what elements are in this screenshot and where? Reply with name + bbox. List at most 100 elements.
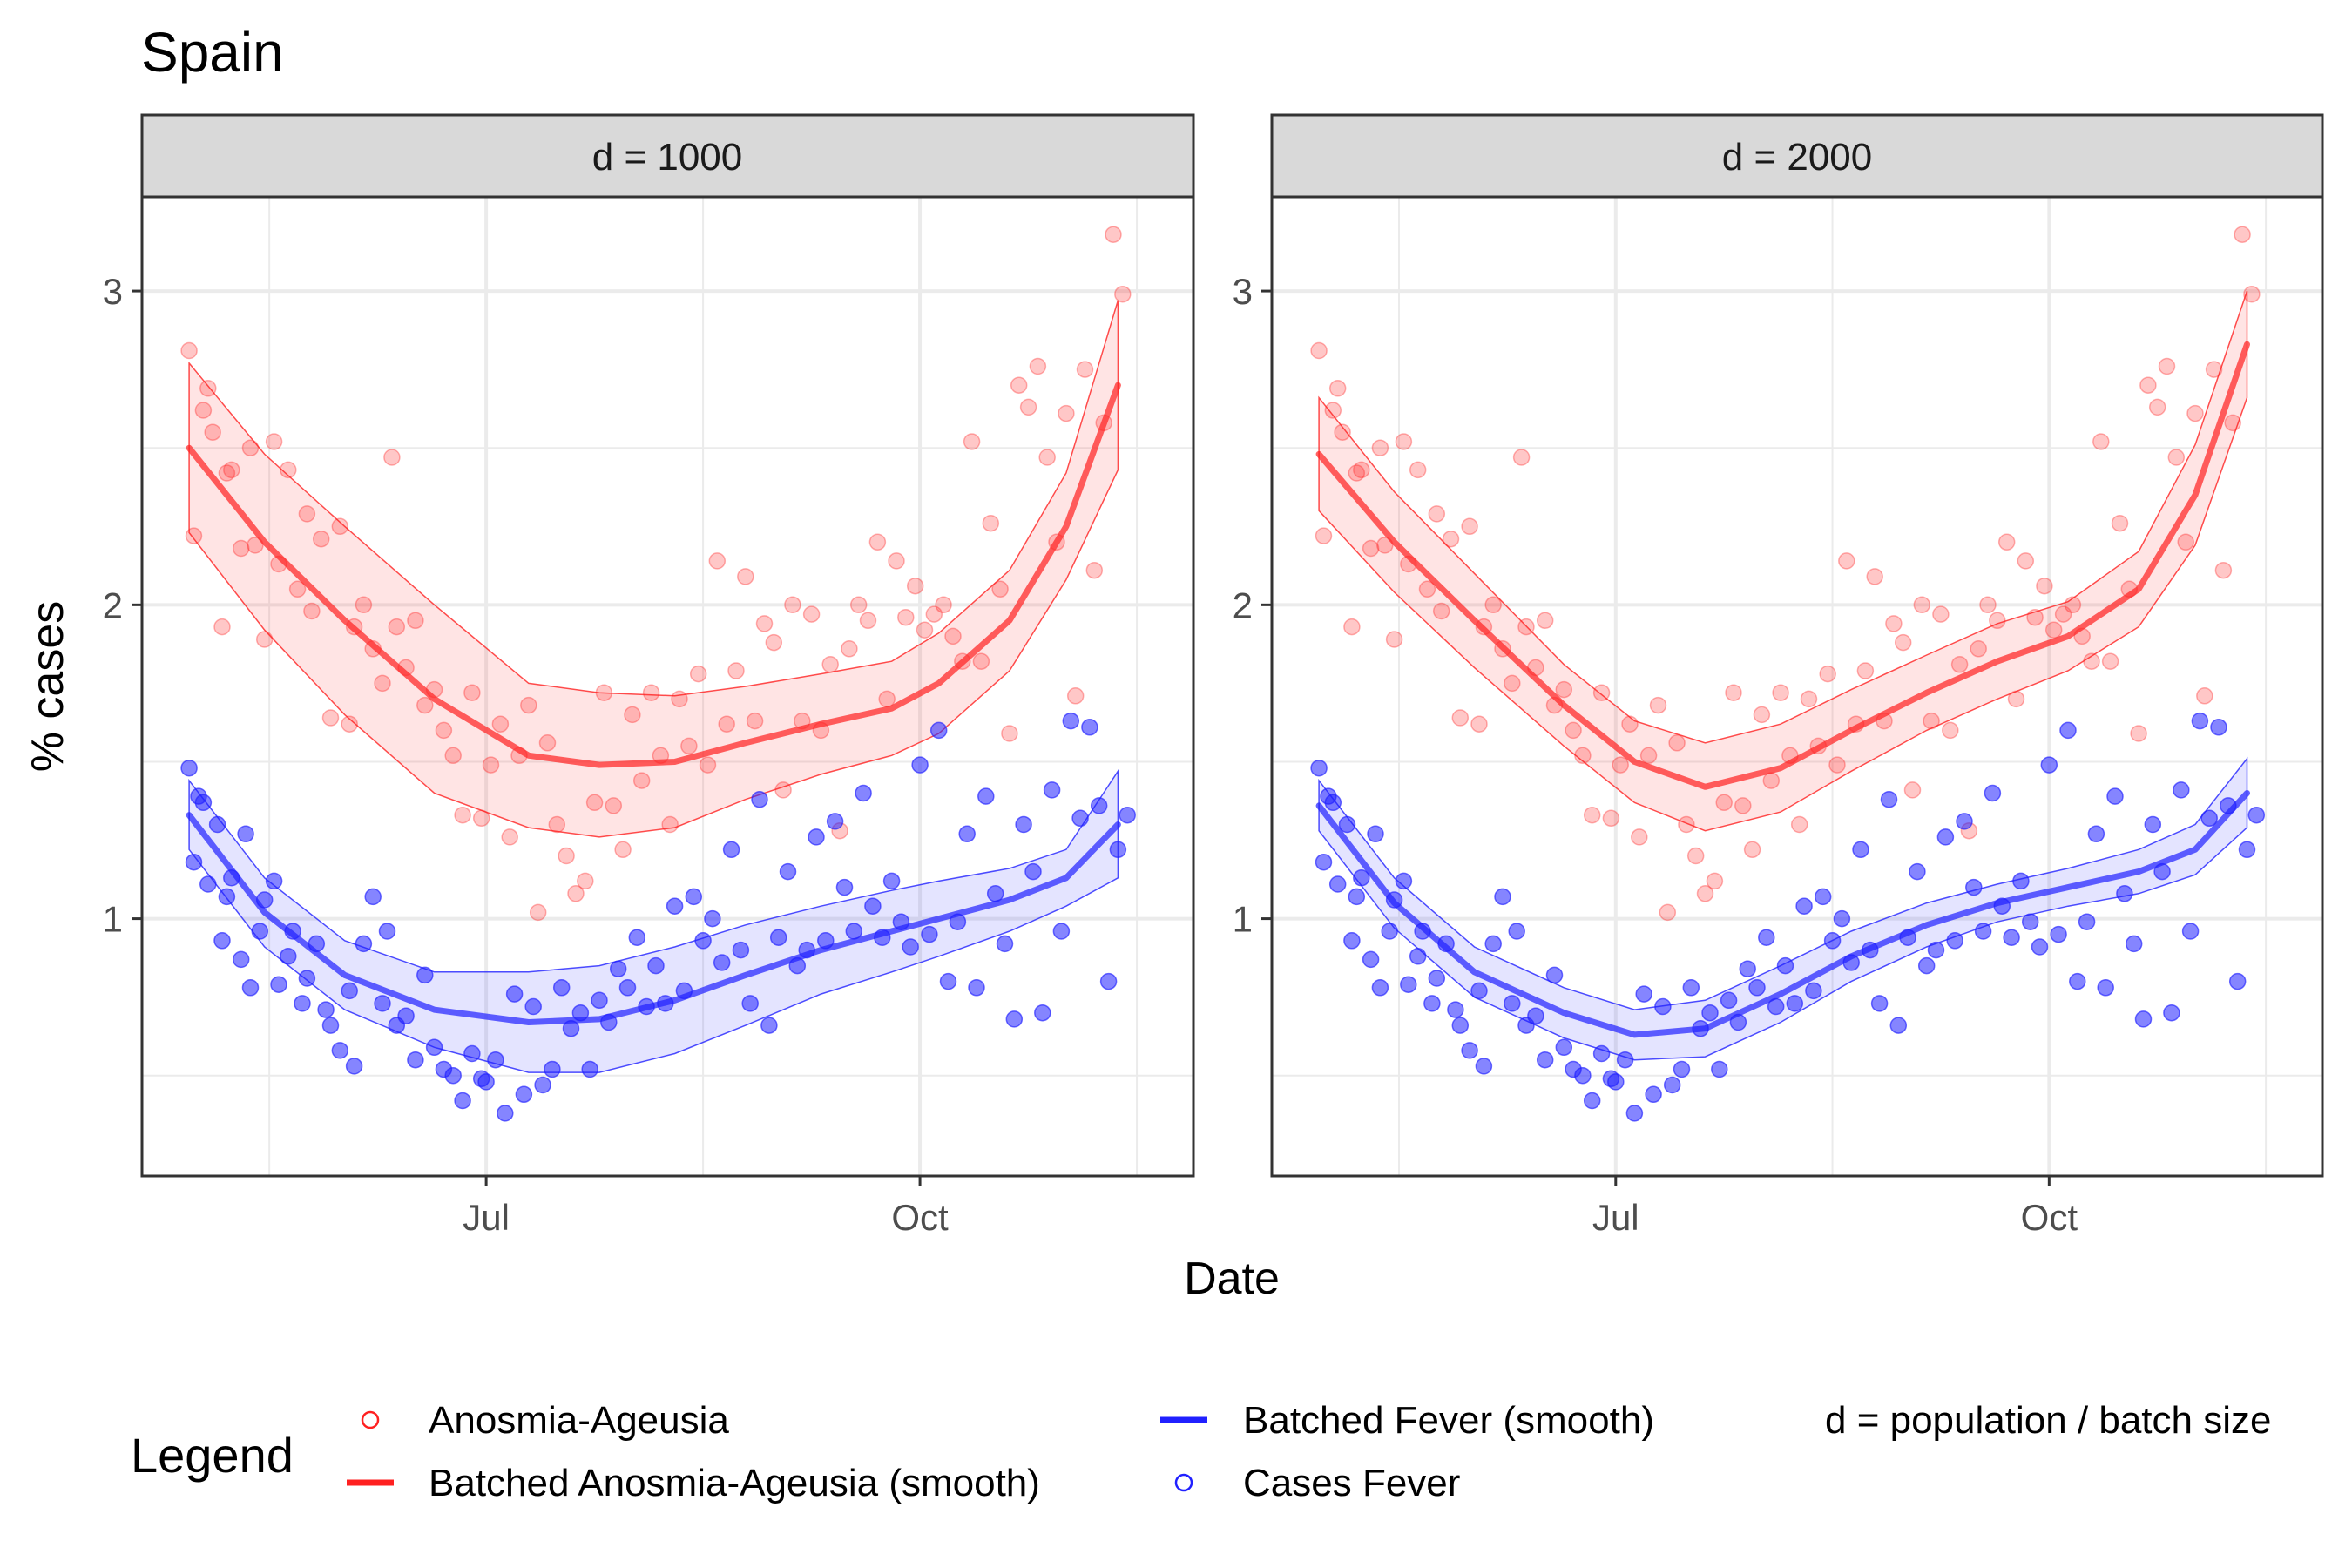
fever-point	[902, 938, 919, 956]
fever-point	[1936, 828, 1955, 846]
anosmia-point	[1517, 618, 1535, 636]
anosmia-point	[1856, 662, 1875, 679]
fever-point	[1428, 970, 1446, 987]
anosmia-point	[1753, 706, 1771, 724]
anosmia-point	[2054, 605, 2072, 623]
anosmia-point	[1894, 633, 1912, 652]
fever-point	[1343, 932, 1361, 950]
fever-point	[2144, 815, 2162, 834]
anosmia-point	[868, 533, 887, 551]
anosmia-point	[841, 640, 858, 658]
anosmia-point	[1668, 734, 1686, 752]
data-points	[180, 226, 1136, 1122]
anosmia-point	[1010, 376, 1028, 394]
fever-point	[1545, 966, 1564, 984]
legend-item-anosmia-ageusia: Anosmia-Ageusia	[361, 1399, 729, 1442]
anosmia-point	[185, 527, 203, 544]
fever-point	[2040, 756, 2058, 774]
anosmia-point	[1512, 449, 1531, 466]
legend-label: Anosmia-Ageusia	[429, 1399, 729, 1442]
x-tick-label: Oct	[891, 1197, 949, 1238]
fever-point	[355, 935, 373, 953]
fever-point	[921, 925, 938, 943]
anosmia-point	[1058, 404, 1075, 422]
anosmia-point	[1989, 612, 2006, 630]
fever-point	[1071, 809, 1089, 828]
fever-point	[2097, 979, 2114, 997]
fever-point	[1099, 972, 1118, 990]
anosmia-point	[482, 756, 500, 774]
anosmia-point	[849, 596, 868, 614]
anosmia-point	[1353, 461, 1370, 479]
anosmia-point	[1715, 794, 1733, 812]
fever-point	[213, 932, 231, 950]
fever-point	[265, 872, 283, 890]
fever-point	[2069, 972, 2086, 990]
anosmia-point	[1639, 747, 1658, 765]
fever-point	[1823, 932, 1842, 950]
fever-point	[647, 956, 665, 975]
fever-point	[1927, 941, 1945, 959]
anosmia-point	[2196, 687, 2213, 705]
anosmia-point	[1574, 747, 1592, 765]
anosmia-point	[2224, 414, 2241, 432]
y-tick-label: 3	[1233, 271, 1253, 312]
fever-point	[1043, 781, 1061, 799]
fever-point	[180, 759, 198, 777]
anosmia-point	[1696, 885, 1714, 902]
fever-point	[1616, 1051, 1634, 1069]
anosmia-point	[1913, 596, 1931, 614]
fever-point	[2238, 841, 2256, 859]
fever-point	[199, 875, 217, 893]
fever-point	[769, 929, 787, 946]
fever-point	[345, 1058, 363, 1075]
fever-point	[2200, 809, 2218, 828]
smooth-lines	[1315, 341, 2250, 1038]
facet-panel-d2000: d = 2000 1 2 3 Jul Oct	[1233, 113, 2324, 1238]
anosmia-point	[906, 577, 924, 595]
anosmia-point	[1428, 505, 1446, 523]
fever-point	[939, 972, 957, 990]
fever-point	[1315, 853, 1333, 871]
fever-point	[1625, 1105, 1644, 1122]
legend-title: Legend	[131, 1428, 294, 1483]
anosmia-point	[567, 885, 585, 902]
legend-item-cases-fever: Cases Fever	[1174, 1462, 1460, 1504]
fever-point	[591, 991, 608, 1010]
anosmia-point	[1942, 721, 1959, 740]
smooth-lines	[186, 382, 1121, 1025]
anosmia-point	[1950, 656, 1969, 673]
anosmia-point	[2214, 561, 2233, 579]
anosmia-point	[1328, 380, 1347, 397]
fever-point	[378, 923, 396, 940]
anosmia-point	[520, 696, 537, 714]
anosmia-point	[1343, 618, 1361, 636]
anosmia-point	[1451, 709, 1470, 727]
anosmia-point	[944, 627, 962, 645]
fever-point	[1701, 1004, 1719, 1022]
smooth-line	[1315, 790, 2250, 1038]
fever-point	[1814, 888, 1832, 906]
fever-point	[374, 995, 391, 1012]
anosmia-point	[1612, 756, 1629, 774]
fever-point	[1795, 897, 1813, 915]
fever-point	[2050, 925, 2067, 943]
fever-point	[685, 888, 703, 906]
fever-point	[407, 1051, 424, 1069]
fever-point	[732, 941, 750, 959]
fever-point	[1461, 1042, 1478, 1059]
anosmia-point	[1903, 781, 1922, 799]
fever-point	[1367, 825, 1384, 843]
fever-point	[444, 1066, 462, 1085]
fever-point	[1607, 1073, 1625, 1091]
anosmia-point	[1555, 680, 1573, 699]
anosmia-point	[718, 715, 735, 733]
smooth-line	[186, 812, 1121, 1025]
anosmia-point	[538, 734, 557, 752]
anosmia-point	[1885, 615, 1903, 632]
fever-point	[2191, 712, 2209, 730]
fever-point	[911, 756, 929, 774]
fever-point	[1475, 1058, 1493, 1075]
anosmia-point	[1932, 605, 1950, 623]
